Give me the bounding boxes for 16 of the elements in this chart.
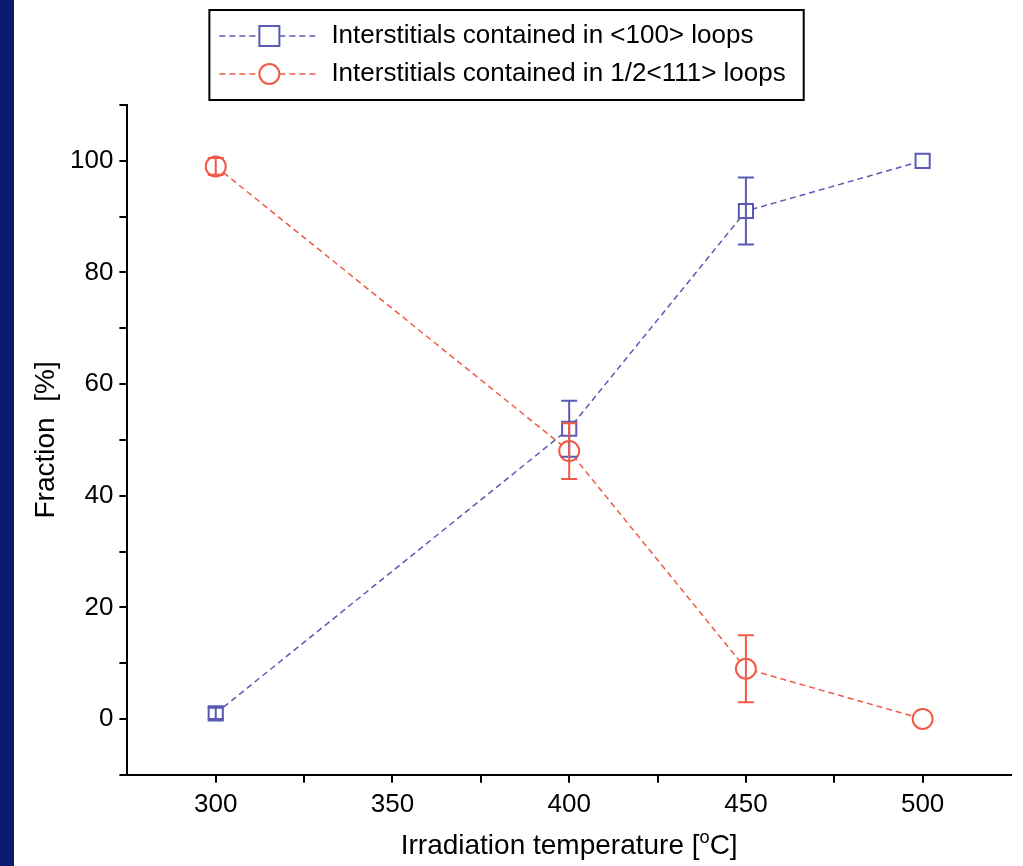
y-tick-label: 20 xyxy=(84,590,114,621)
point xyxy=(911,707,934,730)
x-tick-label: 450 xyxy=(724,787,768,818)
y-tick-label: 80 xyxy=(84,255,114,286)
x-tick-label: 500 xyxy=(900,787,945,818)
legend-label: Interstitials contained in 1/2<111> loops xyxy=(331,57,786,88)
x-tick-label: 350 xyxy=(370,787,415,818)
x-tick-label: 400 xyxy=(547,787,591,818)
y-tick-label: 100 xyxy=(69,143,114,174)
y-tick-label: 0 xyxy=(98,702,114,733)
y-tick-label: 40 xyxy=(84,478,114,509)
y-tick-label: 60 xyxy=(84,367,114,398)
point xyxy=(914,152,931,169)
y-axis-title: Fraction [%] xyxy=(29,361,60,519)
x-tick-label: 300 xyxy=(194,787,238,818)
legend-label: Interstitials contained in <100> loops xyxy=(331,19,754,50)
